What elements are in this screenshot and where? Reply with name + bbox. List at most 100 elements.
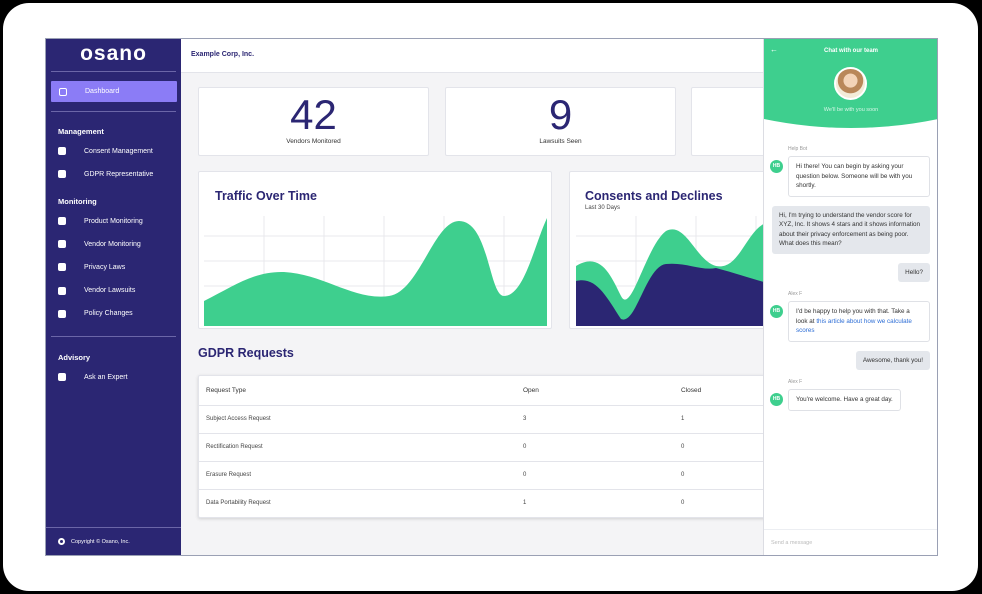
chart [204, 216, 547, 326]
stat-label: Lawsuits Seen [539, 138, 582, 145]
chat-panel: ← Chat with our team We'll be with you s… [763, 39, 937, 555]
area-declines [576, 263, 790, 326]
cell: Data Portability Request [206, 500, 271, 507]
column-header: Closed [681, 386, 702, 394]
cell: Subject Access Request [206, 416, 271, 422]
placeholder: Send a message [771, 540, 813, 546]
chat-status: We'll be with you soon [823, 107, 879, 113]
chart-subtitle: Last 30 Days [585, 205, 621, 211]
agent-avatar [834, 67, 867, 100]
chat-title: Chat with our team [823, 48, 878, 54]
message: Hi, I'm trying to understand the vendor … [764, 205, 937, 254]
message: Alex F HB I'd be happy to help you with th… [764, 291, 937, 342]
message: Hello? [764, 262, 937, 282]
nav-item[interactable]: Privacy Laws [58, 261, 125, 273]
area [204, 218, 547, 326]
message-text: You're welcome. Have a great day. [796, 396, 893, 403]
nav-label: Privacy Laws [84, 263, 126, 271]
nav-item-active[interactable]: Dashboard [51, 81, 177, 102]
divider [51, 336, 176, 337]
cell: Rectification Request [206, 444, 263, 450]
footer: Copyright © Osano, Inc. [58, 538, 130, 545]
nav-item[interactable]: Policy Changes [58, 308, 133, 320]
divider [46, 527, 181, 528]
sidebar: osano Dashboard Management Consent Manage… [46, 39, 181, 555]
cell: 0 [681, 444, 685, 450]
nav-label: Consent Management [84, 147, 153, 155]
avatar: HB [770, 393, 783, 406]
cell: 3 [523, 416, 527, 422]
stat-value: 42 [290, 91, 337, 138]
table-row: Data Portability Request 1 0 [199, 489, 799, 517]
nav-section: Management [58, 127, 104, 136]
icon [58, 147, 66, 155]
message-text: Awesome, thank you! [862, 356, 923, 364]
gdpr-table: Request Type Open Closed Subject Access Req… [199, 376, 799, 517]
agent-bubble: HB I'd be happy to help you with that. Ta… [770, 301, 930, 342]
cell: 0 [523, 472, 527, 478]
icon [58, 373, 66, 381]
back-button[interactable]: ← [770, 45, 778, 54]
logo[interactable]: osano [80, 42, 147, 65]
nav-section: Advisory [58, 353, 91, 362]
company-name: Example Corp, Inc. [191, 51, 255, 58]
nav-label: Vendor Monitoring [84, 240, 141, 248]
table-card: Request Type Open Closed Subject Access Req… [198, 375, 800, 518]
nav-item[interactable]: Vendor Monitoring [58, 238, 141, 250]
nav-label: Product Monitoring [84, 217, 143, 225]
table-row: Subject Access Request 3 1 [199, 405, 799, 433]
nav-item[interactable]: GDPR Representative [58, 168, 153, 180]
stat-card: 42 Vendors Monitored [198, 87, 429, 156]
sender-name: Alex F [788, 379, 803, 385]
table-header: Request Type Open Closed [199, 376, 799, 405]
cell: 0 [681, 472, 685, 478]
message: Help Bot HB Hi there! You can begin by ask… [764, 146, 937, 197]
column-header: Open [523, 386, 539, 394]
stat-value: 9 [548, 91, 573, 138]
main: Example Corp, Inc. 42 Vendors Monitored 9 L… [181, 39, 923, 555]
nav-label: GDPR Representative [84, 170, 154, 178]
section-title: GDPR Requests [198, 346, 294, 360]
nav-item[interactable]: Consent Management [58, 145, 153, 157]
sender-name: Alex F [788, 291, 803, 297]
nav-label: Policy Changes [84, 310, 133, 318]
icon [58, 538, 65, 545]
icon [58, 309, 66, 318]
chart-title: Consents and Declines [585, 189, 723, 203]
agent-bubble: HB You're welcome. Have a great day. [770, 389, 901, 411]
nav-item[interactable]: Product Monitoring [58, 215, 143, 227]
icon [58, 286, 66, 295]
message-text: Hi, I'm trying to understand the vendor … [779, 211, 921, 248]
message: Alex F HB You're welcome. Have a great day… [764, 379, 937, 411]
avatar: HB [770, 160, 783, 173]
nav-item[interactable]: Ask an Expert [58, 371, 128, 383]
messages: Help Bot HB Hi there! You can begin by ask… [764, 137, 937, 411]
user-bubble: Hello? [898, 262, 930, 282]
icon [58, 263, 66, 272]
sender-name: Help Bot [788, 146, 808, 152]
copyright: Copyright © Osano, Inc. [71, 538, 130, 545]
message-text: I'd be happy to help you with that. Take… [796, 308, 910, 325]
message-input[interactable]: Send a message [764, 529, 937, 555]
message-link[interactable]: this article about how we calculate scor… [796, 317, 912, 335]
column-header: Request Type [206, 386, 246, 394]
chart-card: Traffic Over Time [198, 171, 552, 329]
message-text: Hello? [905, 268, 923, 276]
app-window: osano Dashboard Management Consent Manage… [45, 38, 938, 556]
nav-label: Ask an Expert [84, 373, 128, 381]
table-row: Erasure Request 0 0 [199, 461, 799, 489]
chart [576, 216, 790, 326]
cell: 1 [523, 500, 527, 507]
agent-bubble: HB Hi there! You can begin by asking your… [770, 156, 930, 197]
header: Example Corp, Inc. [181, 39, 763, 73]
nav-item[interactable]: Vendor Lawsuits [58, 285, 135, 297]
table-row: Rectification Request 0 0 [199, 433, 799, 461]
chart-title: Traffic Over Time [215, 189, 317, 203]
cell: 0 [681, 500, 685, 507]
user-bubble: Awesome, thank you! [855, 350, 930, 370]
divider [51, 71, 176, 72]
message: Awesome, thank you! [764, 350, 937, 370]
nav-label: Vendor Lawsuits [84, 287, 136, 295]
